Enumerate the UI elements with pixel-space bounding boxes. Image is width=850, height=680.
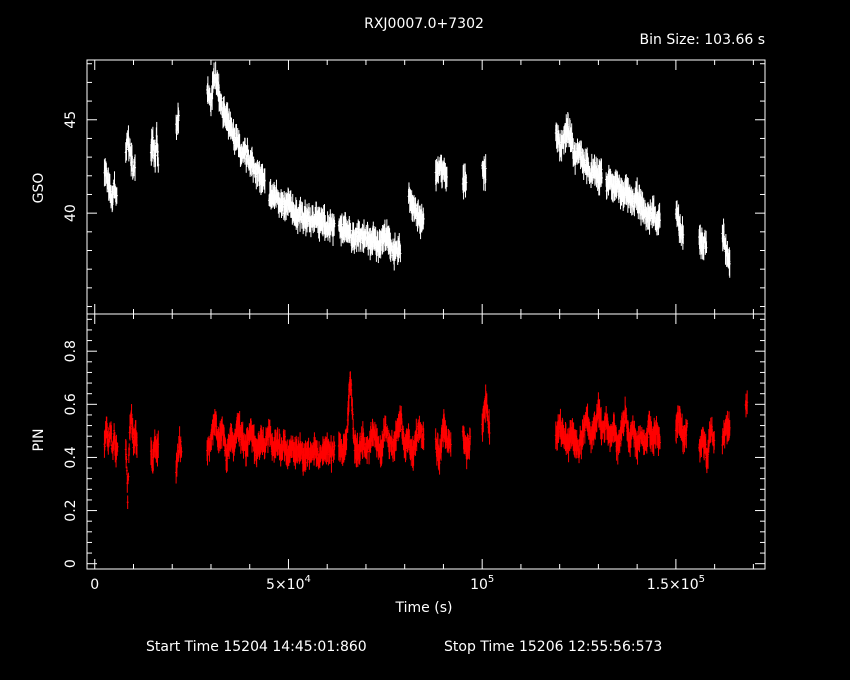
start-time-label: Start Time 15204 14:45:01:860	[146, 639, 367, 655]
gso-data-segment	[407, 182, 425, 240]
gso-data-segment	[461, 163, 468, 200]
chart-title: RXJ0007.0+7302	[364, 16, 484, 32]
pin-data-segment	[461, 425, 472, 470]
y-axis-label-pin: PIN	[31, 428, 47, 451]
x-tick-label-base: 5×10	[266, 577, 304, 593]
pin-data-segment	[674, 405, 689, 455]
bin-size-label: Bin Size: 103.66 s	[640, 32, 765, 48]
pin-data-segment	[337, 371, 425, 471]
pin-ytick-label: 0.6	[63, 393, 79, 415]
stop-time-label: Stop Time 15206 12:55:56:573	[444, 639, 662, 655]
pin-data-segment	[434, 409, 452, 475]
x-tick-label: 1.5×105	[647, 574, 705, 593]
gso-data-segment	[434, 154, 448, 192]
x-tick-label-exponent: 5	[488, 574, 494, 585]
gso-ytick-label: 45	[63, 111, 79, 129]
x-tick-label-base: 1.5×10	[647, 577, 699, 593]
pin-data-segment	[744, 390, 749, 418]
gso-plot-frame	[86, 59, 766, 315]
x-tick-label-base: 0	[90, 577, 99, 593]
x-tick-label-exponent: 5	[699, 574, 705, 585]
x-tick-label-exponent: 4	[305, 574, 311, 585]
x-tick-label: 0	[90, 577, 99, 593]
pin-data-segment	[124, 404, 138, 510]
gso-data-segment	[605, 164, 662, 236]
pin-data-segment	[721, 410, 731, 455]
gso-data-segment	[554, 112, 603, 196]
pin-data-segment	[206, 409, 336, 476]
gso-data-segment	[124, 125, 137, 181]
gso-data-segment	[721, 218, 731, 278]
pin-plot-frame	[86, 313, 766, 570]
pin-data-segment	[554, 392, 662, 465]
gso-data-segment	[481, 154, 487, 192]
pin-ytick-label: 0.2	[63, 499, 79, 521]
x-tick-label-base: 10	[470, 577, 488, 593]
pin-data-segment	[698, 416, 716, 474]
gso-data-segment	[103, 158, 118, 213]
y-axis-label-gso: GSO	[31, 173, 47, 204]
gso-data-segment	[698, 224, 708, 261]
gso-data-segment	[149, 121, 160, 173]
pin-ytick-label: 0	[63, 559, 79, 568]
pin-data-segment	[481, 384, 491, 445]
gso-data-segment	[337, 211, 402, 271]
gso-data-segment	[674, 200, 685, 250]
x-tick-label: 5×104	[266, 574, 311, 593]
gso-ytick-label: 40	[63, 204, 79, 222]
pin-data-segment	[149, 429, 160, 474]
gso-panel: 40 45	[63, 59, 766, 315]
pin-ytick-label: 0.4	[63, 446, 79, 468]
x-axis-label: Time (s)	[395, 600, 453, 616]
pin-panel: 00.20.40.60.80 5×104 105 1.5×105	[63, 313, 766, 593]
pin-data-segment	[175, 426, 183, 484]
x-tick-label: 105	[470, 574, 494, 593]
pin-ytick-label: 0.8	[63, 340, 79, 362]
pin-data-segment	[103, 416, 119, 468]
gso-data-segment	[206, 61, 266, 196]
gso-data-segment	[268, 178, 336, 246]
gso-data-segment	[175, 102, 180, 140]
